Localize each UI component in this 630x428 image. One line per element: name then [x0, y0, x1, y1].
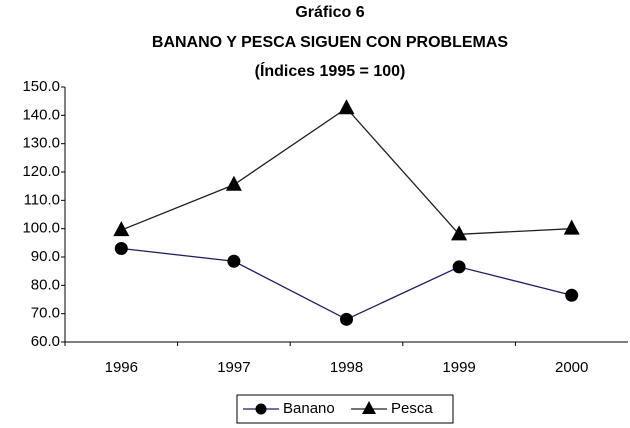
y-tick-label: 90.0: [31, 248, 60, 265]
marker: [225, 175, 242, 191]
y-tick-label: 150.0: [22, 78, 60, 95]
marker: [227, 254, 241, 268]
legend-marker: [255, 403, 267, 415]
marker: [563, 219, 580, 235]
legend-marker: [362, 401, 376, 414]
x-tick-label: 1997: [217, 359, 250, 376]
x-tick-label: 2000: [555, 359, 588, 376]
chart-subtitle: (Índices 1995 = 100): [255, 61, 406, 80]
marker: [338, 99, 355, 115]
y-tick-label: 140.0: [22, 106, 60, 123]
legend-box: [236, 394, 454, 424]
y-tick-label: 60.0: [31, 333, 60, 350]
y-tick-label: 120.0: [22, 163, 60, 180]
x-tick-label: 1998: [330, 359, 363, 376]
marker: [452, 260, 466, 274]
chart-title: Gráfico 6: [295, 4, 364, 21]
y-tick-label: 110.0: [24, 191, 60, 208]
y-tick-label: 130.0: [22, 135, 60, 152]
chart-subtitle: BANANO Y PESCA SIGUEN CON PROBLEMAS: [152, 34, 509, 51]
marker: [340, 312, 353, 326]
series-line: [121, 247, 572, 321]
legend-label: Banano: [283, 400, 335, 417]
series-line: [121, 107, 572, 235]
x-tick-label: 1996: [105, 359, 138, 376]
marker: [451, 225, 468, 241]
x-tick-label: 1999: [442, 359, 475, 376]
y-tick-label: 80.0: [31, 276, 60, 293]
y-tick-label: 70.0: [31, 305, 60, 322]
marker: [113, 221, 130, 237]
marker: [114, 242, 128, 255]
marker: [565, 288, 579, 302]
legend-label: Pesca: [391, 400, 433, 417]
y-tick-label: 100.0: [22, 220, 60, 237]
